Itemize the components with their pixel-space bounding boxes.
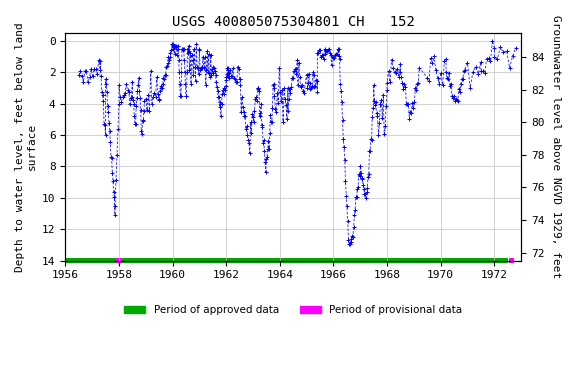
Y-axis label: Groundwater level above NGVD 1929, feet: Groundwater level above NGVD 1929, feet (551, 15, 561, 278)
Y-axis label: Depth to water level, feet below land
surface: Depth to water level, feet below land su… (15, 22, 37, 272)
Title: USGS 400805075304801 CH   152: USGS 400805075304801 CH 152 (172, 15, 415, 29)
Legend: Period of approved data, Period of provisional data: Period of approved data, Period of provi… (120, 301, 466, 319)
